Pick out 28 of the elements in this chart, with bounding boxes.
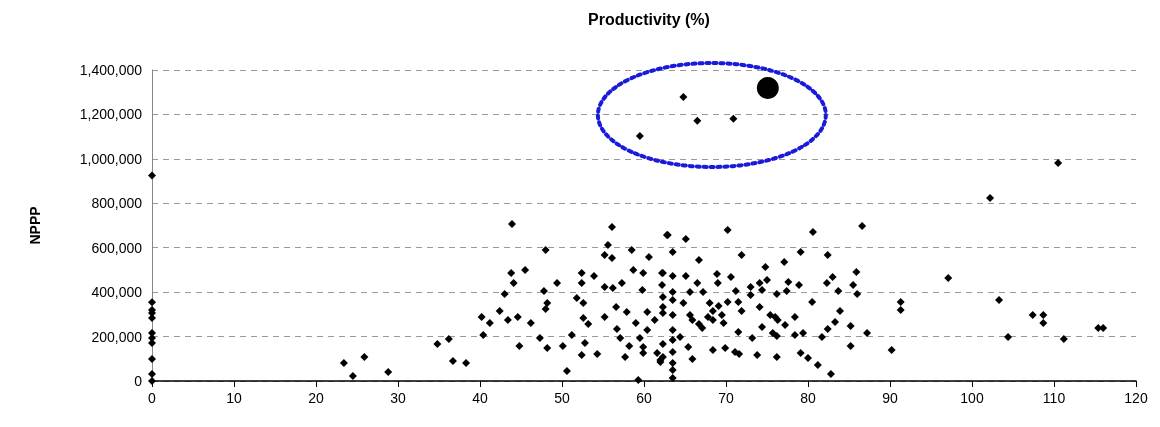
point [693,116,702,125]
x-tick-label: 50 [554,390,570,406]
x-tick-label: 20 [308,390,324,406]
y-tick-label: 1,400,000 [79,62,143,78]
x-tick-label: 10 [226,390,242,406]
x-tick-label: 80 [800,390,816,406]
x-tick-label: 60 [636,390,652,406]
y-axis-title: NPPP [27,206,43,245]
point [679,92,688,101]
point [729,114,738,123]
x-tick-label: 40 [472,390,488,406]
x-tick-label: 30 [390,390,406,406]
y-tick-label: 1,200,000 [79,106,143,123]
x-tick-label: 100 [960,390,984,406]
y-tick-label: 200,000 [91,328,143,345]
x-tick-label: 120 [1124,390,1148,406]
x-tick-label: 70 [718,390,734,406]
chart-title: Productivity (%) [588,10,710,28]
point [756,77,779,99]
point [635,131,644,140]
x-tick-label: 90 [882,390,898,406]
y-tick-label: 600,000 [91,239,143,256]
y-tick-label: 400,000 [91,284,143,301]
y-tick-label: 800,000 [91,195,143,212]
x-tick-label: 110 [1042,390,1066,406]
y-tick-label: 0 [134,373,143,389]
y-tick-label: 1,000,000 [79,150,143,167]
x-tick-label: 0 [148,390,157,406]
